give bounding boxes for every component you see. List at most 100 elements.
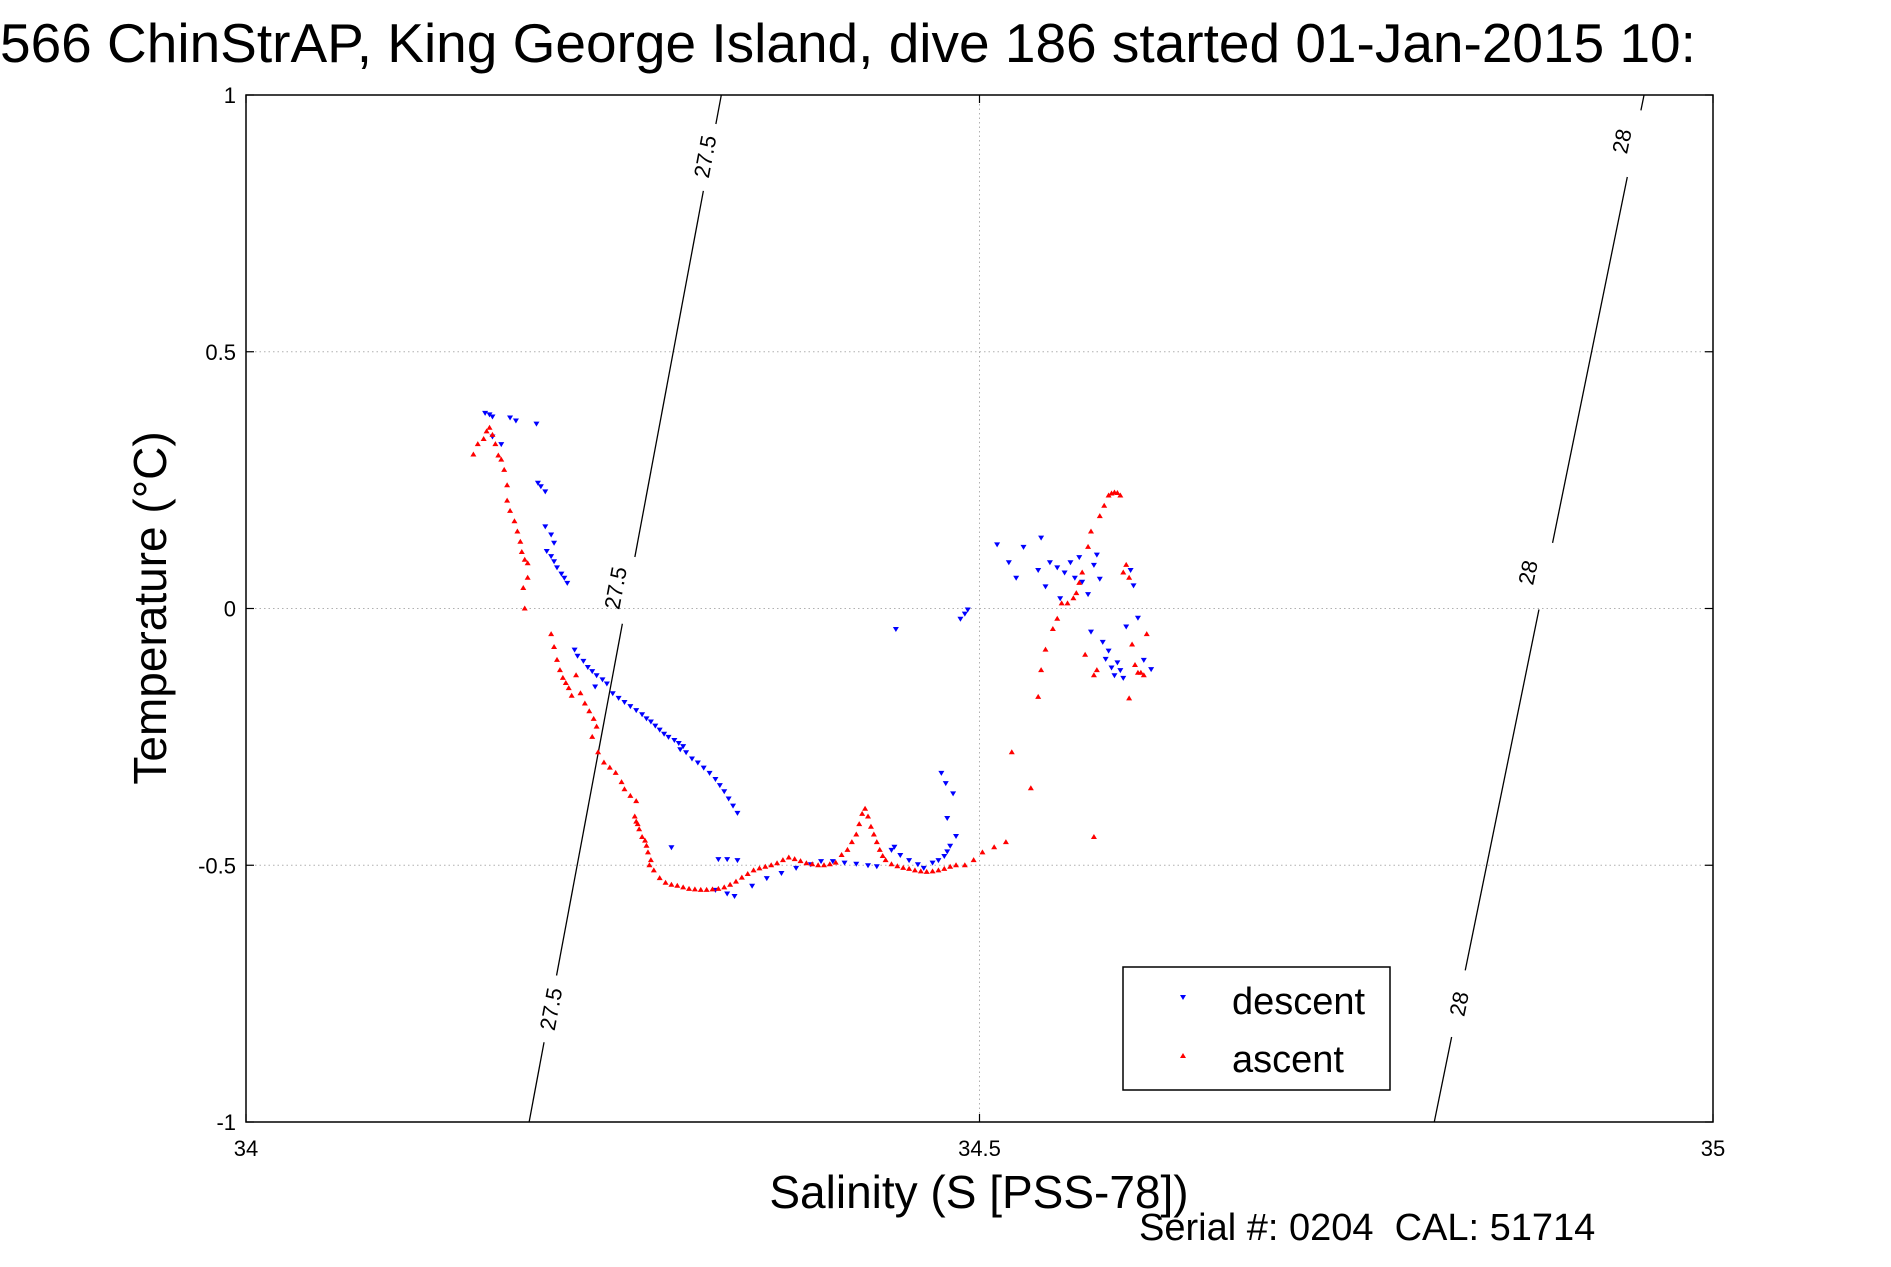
ascent-point: [501, 466, 508, 472]
ascent-point: [1093, 667, 1100, 673]
descent-point: [548, 554, 555, 560]
ascent-point: [779, 857, 786, 863]
descent-point: [1061, 570, 1068, 576]
descent-point: [647, 719, 654, 725]
ascent-point: [524, 560, 531, 566]
ascent-point: [1140, 672, 1147, 678]
descent-point: [558, 571, 565, 577]
descent-point: [706, 770, 713, 776]
ascent-point: [1002, 839, 1009, 845]
descent-point: [897, 852, 904, 858]
isopycnal-line-segment: [634, 190, 705, 558]
isopycnal-line-segment: [1640, 94, 1645, 111]
descent-point: [964, 607, 971, 613]
ascent-point: [721, 884, 728, 890]
descent-point: [906, 858, 913, 864]
descent-point: [680, 744, 687, 750]
ascent-point: [573, 672, 580, 678]
ascent-point: [662, 879, 669, 885]
ascent-point: [900, 864, 907, 870]
ascent-point: [941, 865, 948, 871]
ascent-point: [627, 792, 634, 798]
ascent-point: [756, 865, 763, 871]
descent-point: [793, 865, 800, 871]
descent-point: [551, 540, 558, 546]
ascent-point: [1143, 631, 1150, 637]
descent-point: [715, 857, 722, 863]
ascent-point: [646, 862, 653, 868]
ascent-point: [680, 884, 687, 890]
ascent-point: [715, 885, 722, 891]
descent-point: [543, 548, 550, 554]
y-tick-label: 0: [224, 597, 236, 622]
descent-point: [1105, 648, 1112, 654]
descent-point: [1071, 575, 1078, 581]
descent-point: [482, 410, 489, 416]
ascent-point: [911, 867, 918, 873]
ascent-point: [876, 846, 883, 852]
descent-point: [675, 741, 682, 747]
ascent-point: [888, 861, 895, 867]
ascent-point: [642, 837, 649, 843]
x-tick-label: 35: [1701, 1136, 1725, 1161]
isopycnal-line-segment: [715, 94, 722, 125]
descent-point: [688, 756, 695, 762]
descent-point: [554, 565, 561, 571]
ascent-point: [797, 858, 804, 864]
ascent-point: [929, 868, 936, 874]
ascent-point: [1105, 492, 1112, 498]
ascent-point: [1008, 749, 1015, 755]
descent-point: [1114, 660, 1121, 666]
descent-point: [941, 854, 948, 860]
descent-point: [1057, 596, 1064, 602]
ascent-point: [1129, 641, 1136, 647]
descent-point: [731, 894, 738, 900]
descent-point: [1038, 535, 1045, 541]
descent-point: [537, 484, 544, 490]
descent-point: [603, 681, 610, 687]
descent-point: [947, 843, 954, 849]
descent-point: [486, 412, 493, 418]
descent-point: [841, 860, 848, 866]
ascent-point: [870, 831, 877, 837]
legend: descent ascent: [1122, 966, 1391, 1091]
ascent-points: [470, 424, 1150, 892]
descent-point: [671, 737, 678, 743]
descent-point: [914, 862, 921, 868]
descent-point: [652, 723, 659, 729]
y-tick-label: -1: [216, 1110, 236, 1135]
descent-point: [1067, 560, 1074, 566]
y-tick-label: 0.5: [205, 340, 236, 365]
descent-point: [564, 580, 571, 586]
descent-point: [498, 442, 505, 448]
descent-point: [724, 891, 731, 897]
ascent-point: [489, 431, 496, 437]
descent-point: [734, 858, 741, 864]
isopycnal-line-segment: [1433, 1036, 1453, 1123]
ascent-point: [483, 428, 490, 434]
ascent-point: [548, 631, 555, 637]
ascent-point: [612, 769, 619, 775]
descent-point: [1120, 675, 1127, 681]
ascent-point: [826, 861, 833, 867]
descent-point: [1013, 575, 1020, 581]
descent-point: [1140, 657, 1147, 663]
descent-point: [643, 716, 650, 722]
ascent-point: [504, 482, 511, 488]
ascent-point: [750, 867, 757, 873]
isopycnal-line-segment: [528, 1042, 545, 1123]
ascent-point: [1027, 785, 1034, 791]
descent-point: [712, 776, 719, 782]
isopycnal-line-segment: [555, 623, 623, 976]
descent-point: [571, 647, 578, 653]
descent-point: [1134, 615, 1141, 621]
descent-point: [944, 849, 951, 855]
ascent-point: [593, 723, 600, 729]
descent-point: [1085, 592, 1092, 598]
ascent-point: [791, 856, 798, 862]
ascent-point: [774, 860, 781, 866]
ascent-point: [1079, 569, 1086, 575]
ascent-point: [727, 881, 734, 887]
descent-point: [716, 783, 723, 789]
